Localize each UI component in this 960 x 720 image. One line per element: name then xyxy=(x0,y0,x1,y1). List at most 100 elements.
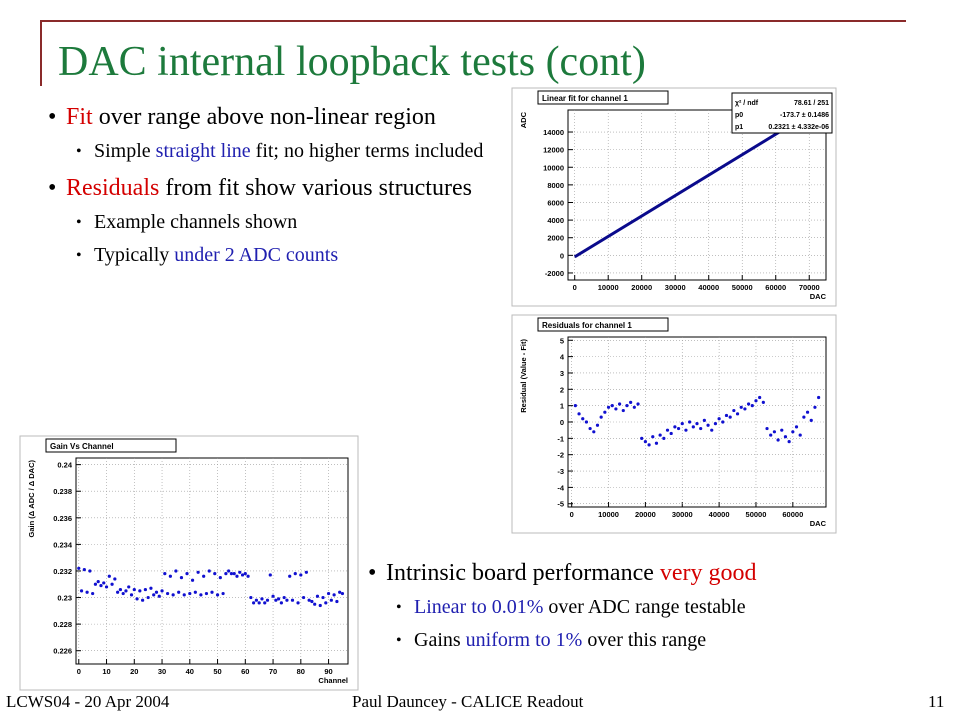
point xyxy=(713,422,718,426)
fit-line xyxy=(573,124,790,259)
bullet-text: over this range xyxy=(582,629,707,651)
x-tick-label: 60000 xyxy=(765,283,786,292)
x-tick-label: 30000 xyxy=(672,510,693,519)
x-tick-label: 10000 xyxy=(598,283,619,292)
y-axis-label: Gain (Δ ADC / Δ DAC) xyxy=(27,460,36,538)
point xyxy=(88,569,92,573)
point xyxy=(769,433,773,437)
point xyxy=(743,407,747,411)
point xyxy=(177,590,181,594)
point xyxy=(621,408,625,413)
point xyxy=(813,405,817,409)
point xyxy=(688,420,692,424)
y-tick-label: 0.234 xyxy=(53,540,73,549)
point xyxy=(182,593,186,597)
point xyxy=(293,572,297,576)
bullet-text: Intrinsic board performance xyxy=(386,560,660,586)
point xyxy=(332,593,336,597)
point xyxy=(717,417,721,421)
y-tick-label: 1 xyxy=(560,402,564,411)
point xyxy=(171,593,175,597)
y-tick-label: 0.236 xyxy=(53,514,72,523)
point xyxy=(190,578,195,582)
point xyxy=(118,587,123,592)
point xyxy=(268,573,272,577)
point xyxy=(684,428,688,432)
point xyxy=(798,433,802,437)
stats-value: 78.61 / 251 xyxy=(794,100,829,107)
y-tick-label: 12000 xyxy=(543,146,564,155)
point xyxy=(606,405,611,409)
point xyxy=(802,415,806,419)
y-tick-label: -5 xyxy=(557,500,564,509)
point xyxy=(618,402,622,406)
x-tick-label: 10 xyxy=(102,667,110,676)
point xyxy=(747,402,751,406)
point xyxy=(224,572,228,576)
x-tick-label: 80 xyxy=(297,667,305,676)
point xyxy=(313,602,317,606)
point xyxy=(629,400,633,404)
plot-title-box xyxy=(45,438,177,453)
page-number: 11 xyxy=(928,692,945,711)
x-tick-label: 90 xyxy=(324,667,332,676)
point xyxy=(647,443,651,447)
stats-label: p1 xyxy=(735,124,743,131)
point xyxy=(732,408,736,413)
stats-label: p0 xyxy=(735,112,743,119)
point xyxy=(754,399,758,403)
point xyxy=(246,574,250,578)
point xyxy=(193,590,197,594)
x-tick-label: 0 xyxy=(573,283,577,292)
bullet-list: Intrinsic board performance very good Lin… xyxy=(368,550,938,654)
point xyxy=(610,404,614,408)
point xyxy=(163,572,167,576)
point xyxy=(625,404,629,408)
point xyxy=(121,591,125,596)
point xyxy=(235,574,239,578)
footer-left: LCWS04 - 20 Apr 2004 xyxy=(6,692,170,711)
point xyxy=(326,591,331,596)
point xyxy=(160,589,164,593)
point xyxy=(817,395,821,400)
point xyxy=(669,431,673,436)
stats-value: 0.2321 ± 4.332e-06 xyxy=(768,124,829,131)
point xyxy=(321,595,325,600)
point xyxy=(207,569,211,573)
point xyxy=(324,601,328,605)
point xyxy=(739,405,743,409)
plot-area xyxy=(75,457,349,665)
point xyxy=(702,418,706,422)
point xyxy=(229,572,234,576)
point xyxy=(658,433,662,437)
point xyxy=(240,573,245,577)
point xyxy=(761,400,765,404)
x-tick-label: 60 xyxy=(241,667,249,676)
point xyxy=(265,598,270,602)
y-tick-label: 0 xyxy=(560,418,564,427)
point xyxy=(168,574,172,578)
x-tick-label: 30000 xyxy=(665,283,686,292)
point xyxy=(232,572,236,576)
point xyxy=(254,598,259,602)
point xyxy=(651,435,655,439)
footer-center: Paul Dauncey - CALICE Readout xyxy=(352,692,584,711)
point xyxy=(338,590,342,594)
x-tick-label: 30 xyxy=(158,667,166,676)
plot-title: Residuals for channel 1 xyxy=(542,321,632,330)
point xyxy=(149,586,153,590)
y-tick-label: 8000 xyxy=(547,181,564,190)
y-tick-label: 2 xyxy=(560,385,564,394)
point xyxy=(243,572,247,576)
point xyxy=(196,570,200,574)
point xyxy=(691,425,695,429)
point xyxy=(85,590,89,594)
bullet-text: under 2 ADC counts xyxy=(174,244,339,266)
plot-title-box xyxy=(537,317,669,332)
bullet-text: very good xyxy=(659,560,757,586)
point xyxy=(154,590,159,594)
bullet-text: Linear to 0.01% xyxy=(414,596,544,618)
point xyxy=(676,426,681,431)
stats-value: -173.7 ± 0.1486 xyxy=(780,112,829,119)
